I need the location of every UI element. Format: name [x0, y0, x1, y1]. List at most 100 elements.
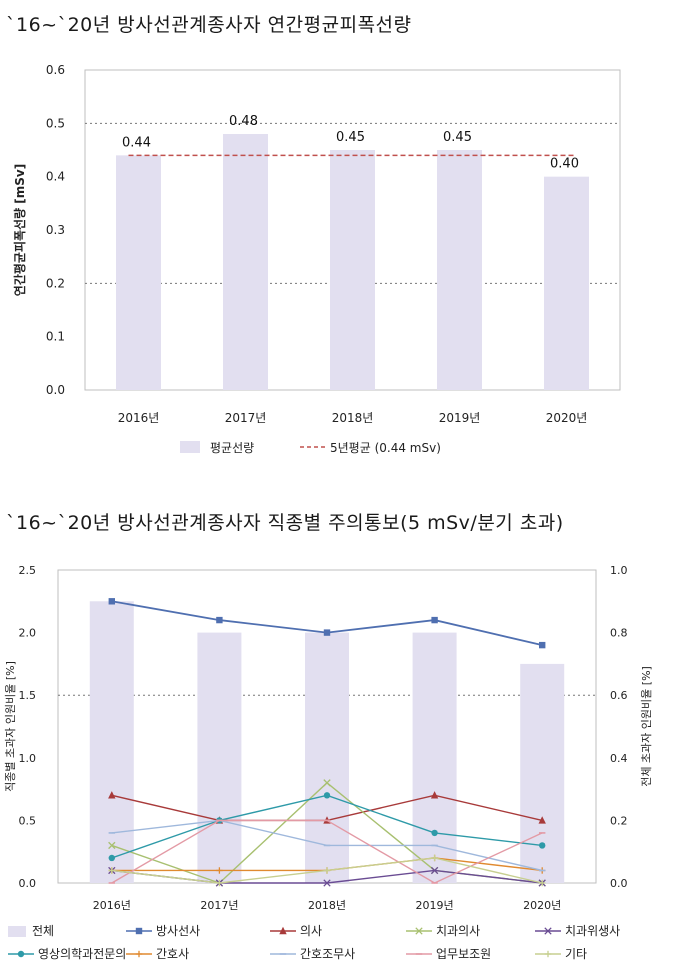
- y-tick-label: 0.1: [46, 330, 65, 344]
- chart1-title: `16~`20년 방사선관계종사자 연간평균피폭선량: [6, 14, 412, 36]
- marker-stroke: [108, 841, 116, 850]
- data-label: 0.40: [550, 157, 579, 172]
- legend-swatch-bars: [180, 441, 200, 453]
- legend-label: 치과위생사: [565, 924, 620, 938]
- x-tick-label: 2017년: [225, 411, 267, 425]
- data-point: [539, 842, 546, 849]
- data-point: [216, 867, 223, 874]
- data-point: [430, 791, 439, 799]
- data-label: 0.44: [122, 135, 151, 150]
- bar-2016년: [116, 155, 161, 390]
- data-point: [323, 867, 331, 874]
- legend-marker: [17, 950, 25, 958]
- y-tick-label: 1.5: [19, 689, 37, 702]
- y2-axis-title: 전체 초과자 인원비율 [%]: [640, 666, 653, 787]
- legend-item-치과위생사: 치과위생사: [535, 924, 620, 938]
- y-tick-label: 0.5: [46, 116, 65, 130]
- y-tick-label: 2.0: [19, 627, 37, 640]
- marker-stroke: [323, 879, 331, 887]
- legend-item-방사선사: 방사선사: [126, 924, 200, 938]
- bar-2019년: [437, 150, 482, 390]
- y2-tick-label: 1.0: [610, 564, 628, 577]
- data-point: [216, 616, 223, 624]
- x-tick-label: 2019년: [416, 899, 454, 912]
- y-tick-label: 0.5: [19, 814, 37, 827]
- chart1-annual-dose: 0.0 0.1 0.2 0.3 0.4 0.5 0.6 0.44 2016년 0.48 2017년 0…: [12, 63, 621, 455]
- x-tick-label: 2018년: [308, 899, 346, 912]
- legend-label: 치과의사: [436, 924, 480, 938]
- x-tick-label: 2019년: [439, 411, 481, 425]
- y-axis-title: 직종별 초과자 인원비율 [%]: [4, 661, 17, 792]
- data-point: [323, 629, 331, 636]
- legend-item-전체: 전체: [8, 924, 54, 938]
- legend-label: 업무보조원: [436, 947, 491, 961]
- x-tick-label: 2020년: [523, 899, 561, 912]
- x-tick-label: 2018년: [332, 411, 374, 425]
- legend-label: 의사: [300, 924, 322, 938]
- legend-label: 방사선사: [156, 924, 200, 938]
- legend-label: 간호조무사: [300, 947, 355, 961]
- legend-marker: [135, 927, 143, 935]
- x-tick-label: 2016년: [118, 411, 160, 425]
- data-point: [108, 854, 116, 862]
- legend-label: 전체: [32, 924, 54, 938]
- data-point: [539, 879, 546, 887]
- y-tick-label: 1.0: [19, 752, 37, 765]
- legend-item-간호사: 간호사: [126, 947, 189, 961]
- bar-2017년: [223, 134, 268, 390]
- y-axis-title: 연간평균피폭선량 [mSv]: [12, 164, 27, 296]
- legend-item-치과의사: 치과의사: [406, 924, 480, 938]
- y-tick-label: 0.4: [46, 170, 65, 184]
- data-label: 0.48: [229, 114, 258, 129]
- legend-item-의사: 의사: [270, 924, 322, 938]
- legend-label: 영상의학과전문의: [38, 947, 126, 961]
- legend-label-bars: 평균선량: [210, 441, 254, 455]
- data-point: [430, 866, 439, 875]
- y2-tick-label: 0.4: [610, 752, 628, 765]
- data-point: [216, 879, 223, 887]
- x-tick-label: 2017년: [200, 899, 238, 912]
- marker-stroke: [323, 779, 331, 787]
- series-기타: [108, 854, 546, 887]
- y2-tick-label: 0.0: [610, 877, 628, 890]
- y2-tick-label: 0.8: [610, 627, 628, 640]
- series-영상의학과전문의: [108, 792, 546, 862]
- chart2-title: `16~`20년 방사선관계종사자 직종별 주의통보(5 mSv/분기 초과): [6, 512, 564, 534]
- legend-item-업무보조원: 업무보조원: [406, 947, 491, 961]
- bar-2020년: [544, 176, 589, 390]
- y-tick-label: 0.6: [46, 63, 65, 77]
- y-tick-label: 2.5: [19, 564, 37, 577]
- data-point: [538, 816, 546, 824]
- legend-item-간호조무사: 간호조무사: [270, 947, 355, 961]
- data-point: [108, 791, 116, 799]
- legend-marker: [279, 926, 287, 935]
- legend-item-영상의학과전문의: 영상의학과전문의: [8, 947, 126, 961]
- y-tick-label: 0.0: [19, 877, 37, 890]
- legend-label: 기타: [565, 947, 587, 961]
- legend-marker: [135, 950, 143, 958]
- legend-label-ref: 5년평균 (0.44 mSv): [330, 441, 441, 455]
- data-label: 0.45: [336, 130, 365, 145]
- legend-marker: [544, 927, 552, 935]
- bar-total-2017년: [197, 632, 242, 883]
- marker-stroke: [544, 927, 552, 935]
- data-point: [431, 616, 438, 624]
- bar-total-2018년: [305, 632, 349, 883]
- series-방사선사: [108, 598, 546, 649]
- y2-tick-label: 0.6: [610, 689, 628, 702]
- data-point: [323, 879, 331, 887]
- y2-tick-label: 0.2: [610, 814, 628, 827]
- data-point: [108, 841, 116, 850]
- data-point: [323, 792, 331, 799]
- data-label: 0.45: [443, 130, 472, 145]
- data-point: [431, 829, 438, 837]
- bar-total-2020년: [520, 663, 565, 883]
- legend-item-기타: 기타: [535, 947, 587, 961]
- x-tick-label: 2020년: [546, 411, 588, 425]
- data-point: [539, 641, 546, 649]
- marker-stroke: [415, 927, 423, 935]
- bar-total-2019년: [412, 632, 457, 883]
- marker-stroke: [430, 866, 439, 875]
- legend-label: 간호사: [156, 947, 189, 961]
